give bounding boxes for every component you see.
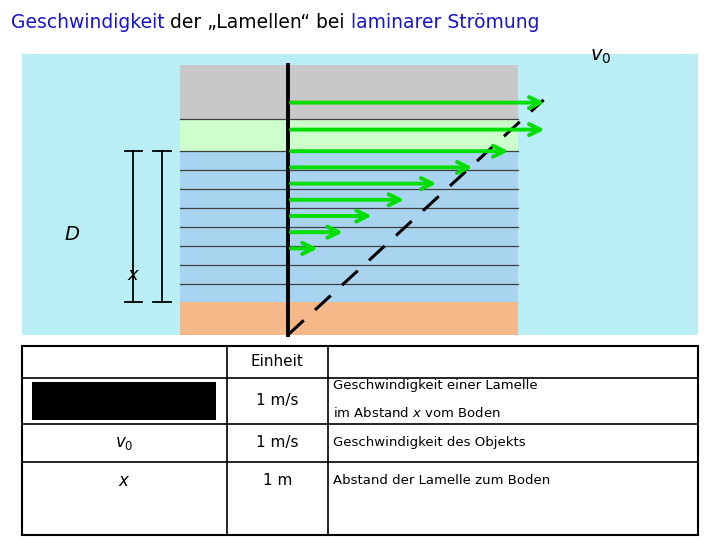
Text: 1 m: 1 m xyxy=(263,473,292,488)
Text: laminarer Strömung: laminarer Strömung xyxy=(351,14,539,32)
Text: Geschwindigkeit des Objekts: Geschwindigkeit des Objekts xyxy=(333,436,526,449)
Text: Einheit: Einheit xyxy=(251,354,304,369)
Text: der „Lamellen“ bei: der „Lamellen“ bei xyxy=(164,14,351,32)
Text: $x$: $x$ xyxy=(118,471,130,490)
Text: 1 m/s: 1 m/s xyxy=(256,435,299,450)
Bar xyxy=(22,346,698,535)
Bar xyxy=(22,54,698,335)
Bar xyxy=(32,382,216,420)
Text: $v_0$: $v_0$ xyxy=(590,47,612,66)
Text: 1 m/s: 1 m/s xyxy=(256,394,299,408)
Text: im Abstand $x$ vom Boden: im Abstand $x$ vom Boden xyxy=(333,406,501,420)
Text: Geschwindigkeit einer Lamelle: Geschwindigkeit einer Lamelle xyxy=(333,379,538,393)
Bar xyxy=(180,151,518,302)
Text: $x$: $x$ xyxy=(127,266,140,285)
Bar xyxy=(180,302,518,335)
Bar xyxy=(180,119,518,151)
Bar xyxy=(180,65,518,119)
Text: Abstand der Lamelle zum Boden: Abstand der Lamelle zum Boden xyxy=(333,474,551,487)
Text: $v_0$: $v_0$ xyxy=(115,434,133,452)
Text: Geschwindigkeit: Geschwindigkeit xyxy=(11,14,164,32)
Text: $D$: $D$ xyxy=(64,225,80,245)
